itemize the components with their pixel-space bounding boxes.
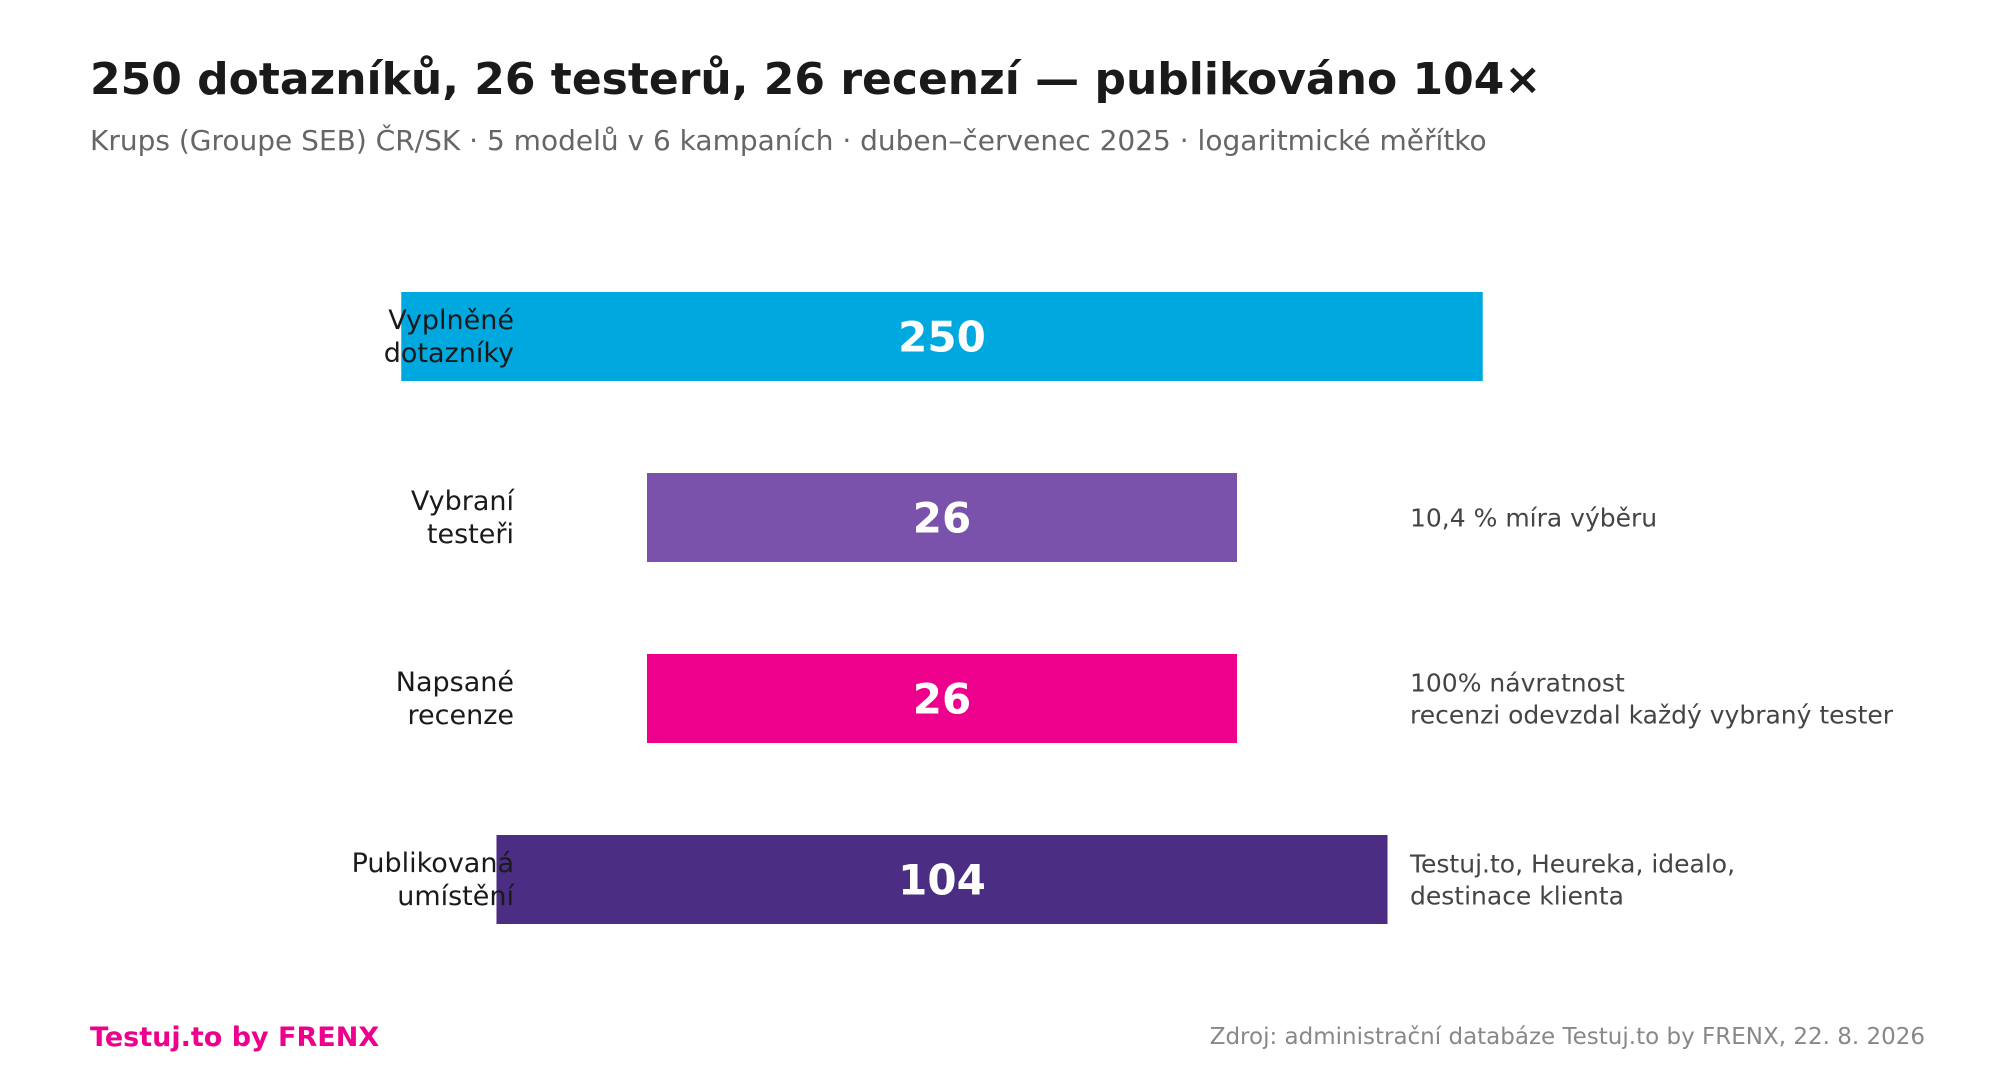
category-label: Napsané [396,667,514,698]
bar-value-label: 26 [913,494,971,543]
category-label: umístění [397,881,515,912]
category-label: recenze [408,700,514,731]
brand-logo-text: Testuj.to by FRENX [90,1022,380,1053]
bar-annotation: 100% návratnost [1410,669,1625,698]
funnel-bar [647,473,1237,562]
bar-value-label: 26 [913,675,971,724]
category-label: Vyplněné [388,305,514,336]
source-note: Zdroj: administrační databáze Testuj.to … [1209,1024,1925,1050]
bar-annotation: recenzi odevzdal každý vybraný tester [1410,701,1894,730]
category-label: testeři [427,519,514,550]
bar-value-label: 250 [898,313,986,362]
chart-title: 250 dotazníků, 26 testerů, 26 recenzí — … [90,54,1542,105]
category-label: Publikovaná [352,848,514,879]
chart-subtitle: Krups (Groupe SEB) ČR/SK · 5 modelů v 6 … [90,124,1487,157]
category-label: Vybraní [411,486,516,517]
bar-annotation: Testuj.to, Heureka, idealo, [1409,850,1735,879]
bar-annotation: 10,4 % míra výběru [1410,504,1657,533]
category-label: dotazníky [384,338,514,369]
bar-annotation: destinace klienta [1410,882,1624,911]
bar-value-label: 104 [898,856,986,905]
funnel-bar [647,654,1237,743]
funnel-bar [401,292,1483,381]
funnel-bar [496,835,1388,924]
